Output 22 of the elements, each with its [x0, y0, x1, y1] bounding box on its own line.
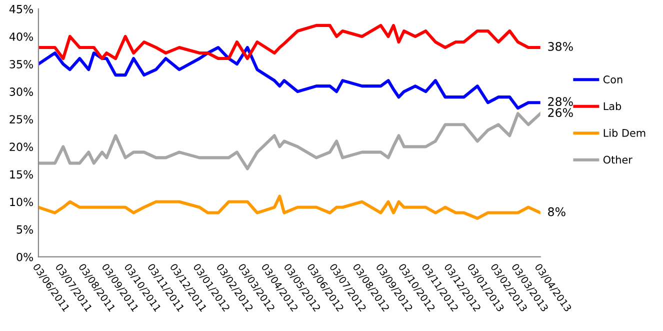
- y-tick-label: 25%: [10, 115, 33, 124]
- y-tick-label: 15%: [10, 170, 33, 179]
- y-tick-label: 35%: [10, 60, 33, 68]
- annotation: 26%: [548, 108, 573, 118]
- line-series: [38, 24, 540, 60]
- y-tick-label: 40%: [9, 32, 33, 41]
- legend-label: Other: [603, 156, 632, 164]
- y-tick-label: 30%: [10, 88, 33, 96]
- legend-label: Lib Dem: [604, 128, 646, 137]
- y-tick-label: 45%: [9, 4, 33, 14]
- annotation: 38%: [548, 42, 573, 51]
- legend-label: Lab: [604, 102, 622, 110]
- annotation: 8%: [548, 207, 566, 216]
- y-tick-label: 5%: [16, 225, 33, 234]
- line-series: [38, 112, 540, 170]
- line-series: [38, 194, 540, 220]
- y-tick-label: 10%: [10, 198, 33, 206]
- legend-label: Con: [603, 76, 622, 84]
- y-tick-label: 0%: [16, 252, 33, 262]
- line-series: [38, 46, 540, 110]
- annotation: 28%: [548, 97, 573, 106]
- y-tick-label: 20%: [10, 142, 33, 152]
